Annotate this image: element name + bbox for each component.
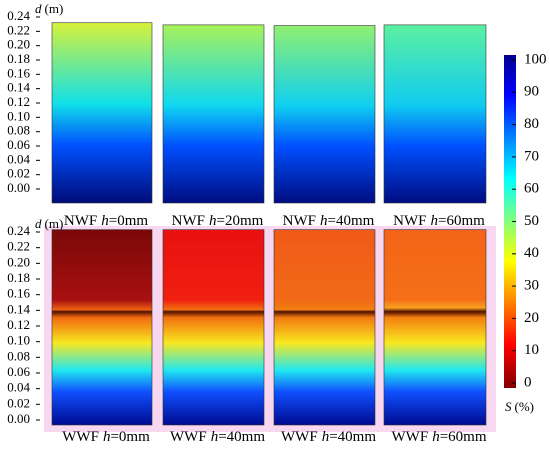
axis-label: S (%): [505, 399, 534, 414]
y-tick-label: 0.00: [7, 411, 30, 426]
label-group: WWF: [62, 429, 99, 445]
colorbar-tick-label: 10: [524, 342, 539, 358]
label-var: h: [211, 429, 219, 445]
y-tick-label: 0.20: [7, 37, 30, 52]
y-tick-label: 0.12: [7, 317, 30, 332]
y-tick-label: 0.16: [7, 65, 30, 80]
y-tick-label: 0.04: [7, 380, 30, 395]
label-var: h: [432, 429, 440, 445]
axis-label: d (m): [35, 216, 63, 231]
panel: [162, 24, 265, 204]
label-group: WWF: [281, 429, 318, 445]
y-tick-label: 0.06: [7, 364, 30, 379]
colorbar-tick-label: 20: [524, 310, 539, 326]
y-tick-label: 0.12: [7, 94, 30, 109]
colorbar-tick-label: 0: [524, 374, 532, 390]
colorbar-tick-label: 60: [524, 181, 539, 197]
y-tick-label: 0.02: [7, 166, 30, 181]
label-group: NWF: [172, 213, 205, 229]
label-var: S: [505, 399, 512, 414]
y-tick-label: 0.18: [7, 51, 30, 66]
label-setting: =60mm: [440, 429, 487, 445]
y-tick-label: 0.24: [7, 8, 30, 23]
panel: [51, 229, 153, 426]
label-setting: =40mm: [328, 213, 375, 229]
panel: [273, 229, 376, 426]
label-setting: =40mm: [218, 429, 265, 445]
label-setting: =0mm: [109, 213, 149, 229]
panel: [383, 24, 487, 204]
y-tick-label: 0.10: [7, 108, 30, 123]
label-setting: =20mm: [217, 213, 264, 229]
label-group: NWF: [393, 213, 426, 229]
panel-label: WWF h=40mm: [281, 429, 376, 445]
axis-label: d (m): [35, 1, 63, 16]
label-group: NWF: [283, 213, 316, 229]
label-var: h: [209, 213, 217, 229]
label-var: h: [101, 213, 109, 229]
label-var: h: [322, 429, 330, 445]
colorbar-tick-label: 90: [524, 84, 539, 100]
y-tick-label: 0.06: [7, 137, 30, 152]
y-tick-label: 0.20: [7, 254, 30, 269]
y-tick-label: 0.02: [7, 395, 30, 410]
panel-label: NWF h=0mm: [64, 213, 148, 229]
label-unit: (m): [45, 1, 64, 16]
label-group: NWF: [64, 213, 97, 229]
panel: [273, 25, 376, 204]
label-var: h: [103, 429, 111, 445]
colorbar-tick-label: 30: [524, 278, 539, 294]
y-tick-label: 0.14: [7, 80, 30, 95]
y-tick-label: 0.00: [7, 180, 30, 195]
y-tick-label: 0.22: [7, 239, 30, 254]
colorbar-tick-label: 50: [524, 213, 539, 229]
colorbar-tick-label: 70: [524, 148, 539, 164]
label-var: h: [320, 213, 328, 229]
label-unit: (m): [45, 216, 64, 231]
panel-label: WWF h=0mm: [62, 429, 150, 445]
panel-label: NWF h=60mm: [393, 213, 485, 229]
panel: [383, 229, 487, 426]
label-var: h: [431, 213, 439, 229]
panel-label: NWF h=20mm: [172, 213, 264, 229]
colorbar: [504, 55, 516, 388]
colorbar-tick-label: 80: [524, 116, 539, 132]
label-unit: (%): [515, 399, 535, 414]
y-tick-label: 0.22: [7, 22, 30, 37]
label-group: WWF: [392, 429, 429, 445]
label-group: WWF: [170, 429, 207, 445]
label-var: d: [35, 1, 42, 16]
panel: [51, 22, 153, 204]
panel: [162, 229, 265, 426]
y-tick-label: 0.14: [7, 301, 30, 316]
label-setting: =40mm: [329, 429, 376, 445]
y-tick-label: 0.18: [7, 270, 30, 285]
panel-label: WWF h=60mm: [392, 429, 487, 445]
y-tick-label: 0.24: [7, 223, 30, 238]
y-tick-label: 0.16: [7, 286, 30, 301]
y-tick-label: 0.08: [7, 123, 30, 138]
label-setting: =60mm: [438, 213, 485, 229]
label-setting: =0mm: [110, 429, 150, 445]
y-tick-label: 0.08: [7, 348, 30, 363]
y-tick-label: 0.04: [7, 151, 30, 166]
panel-label: NWF h=40mm: [283, 213, 375, 229]
y-tick-label: 0.10: [7, 333, 30, 348]
label-var: d: [35, 216, 42, 231]
panel-label: WWF h=40mm: [170, 429, 265, 445]
colorbar-tick-label: 40: [524, 245, 539, 261]
colorbar-tick-label: 100: [524, 51, 547, 67]
